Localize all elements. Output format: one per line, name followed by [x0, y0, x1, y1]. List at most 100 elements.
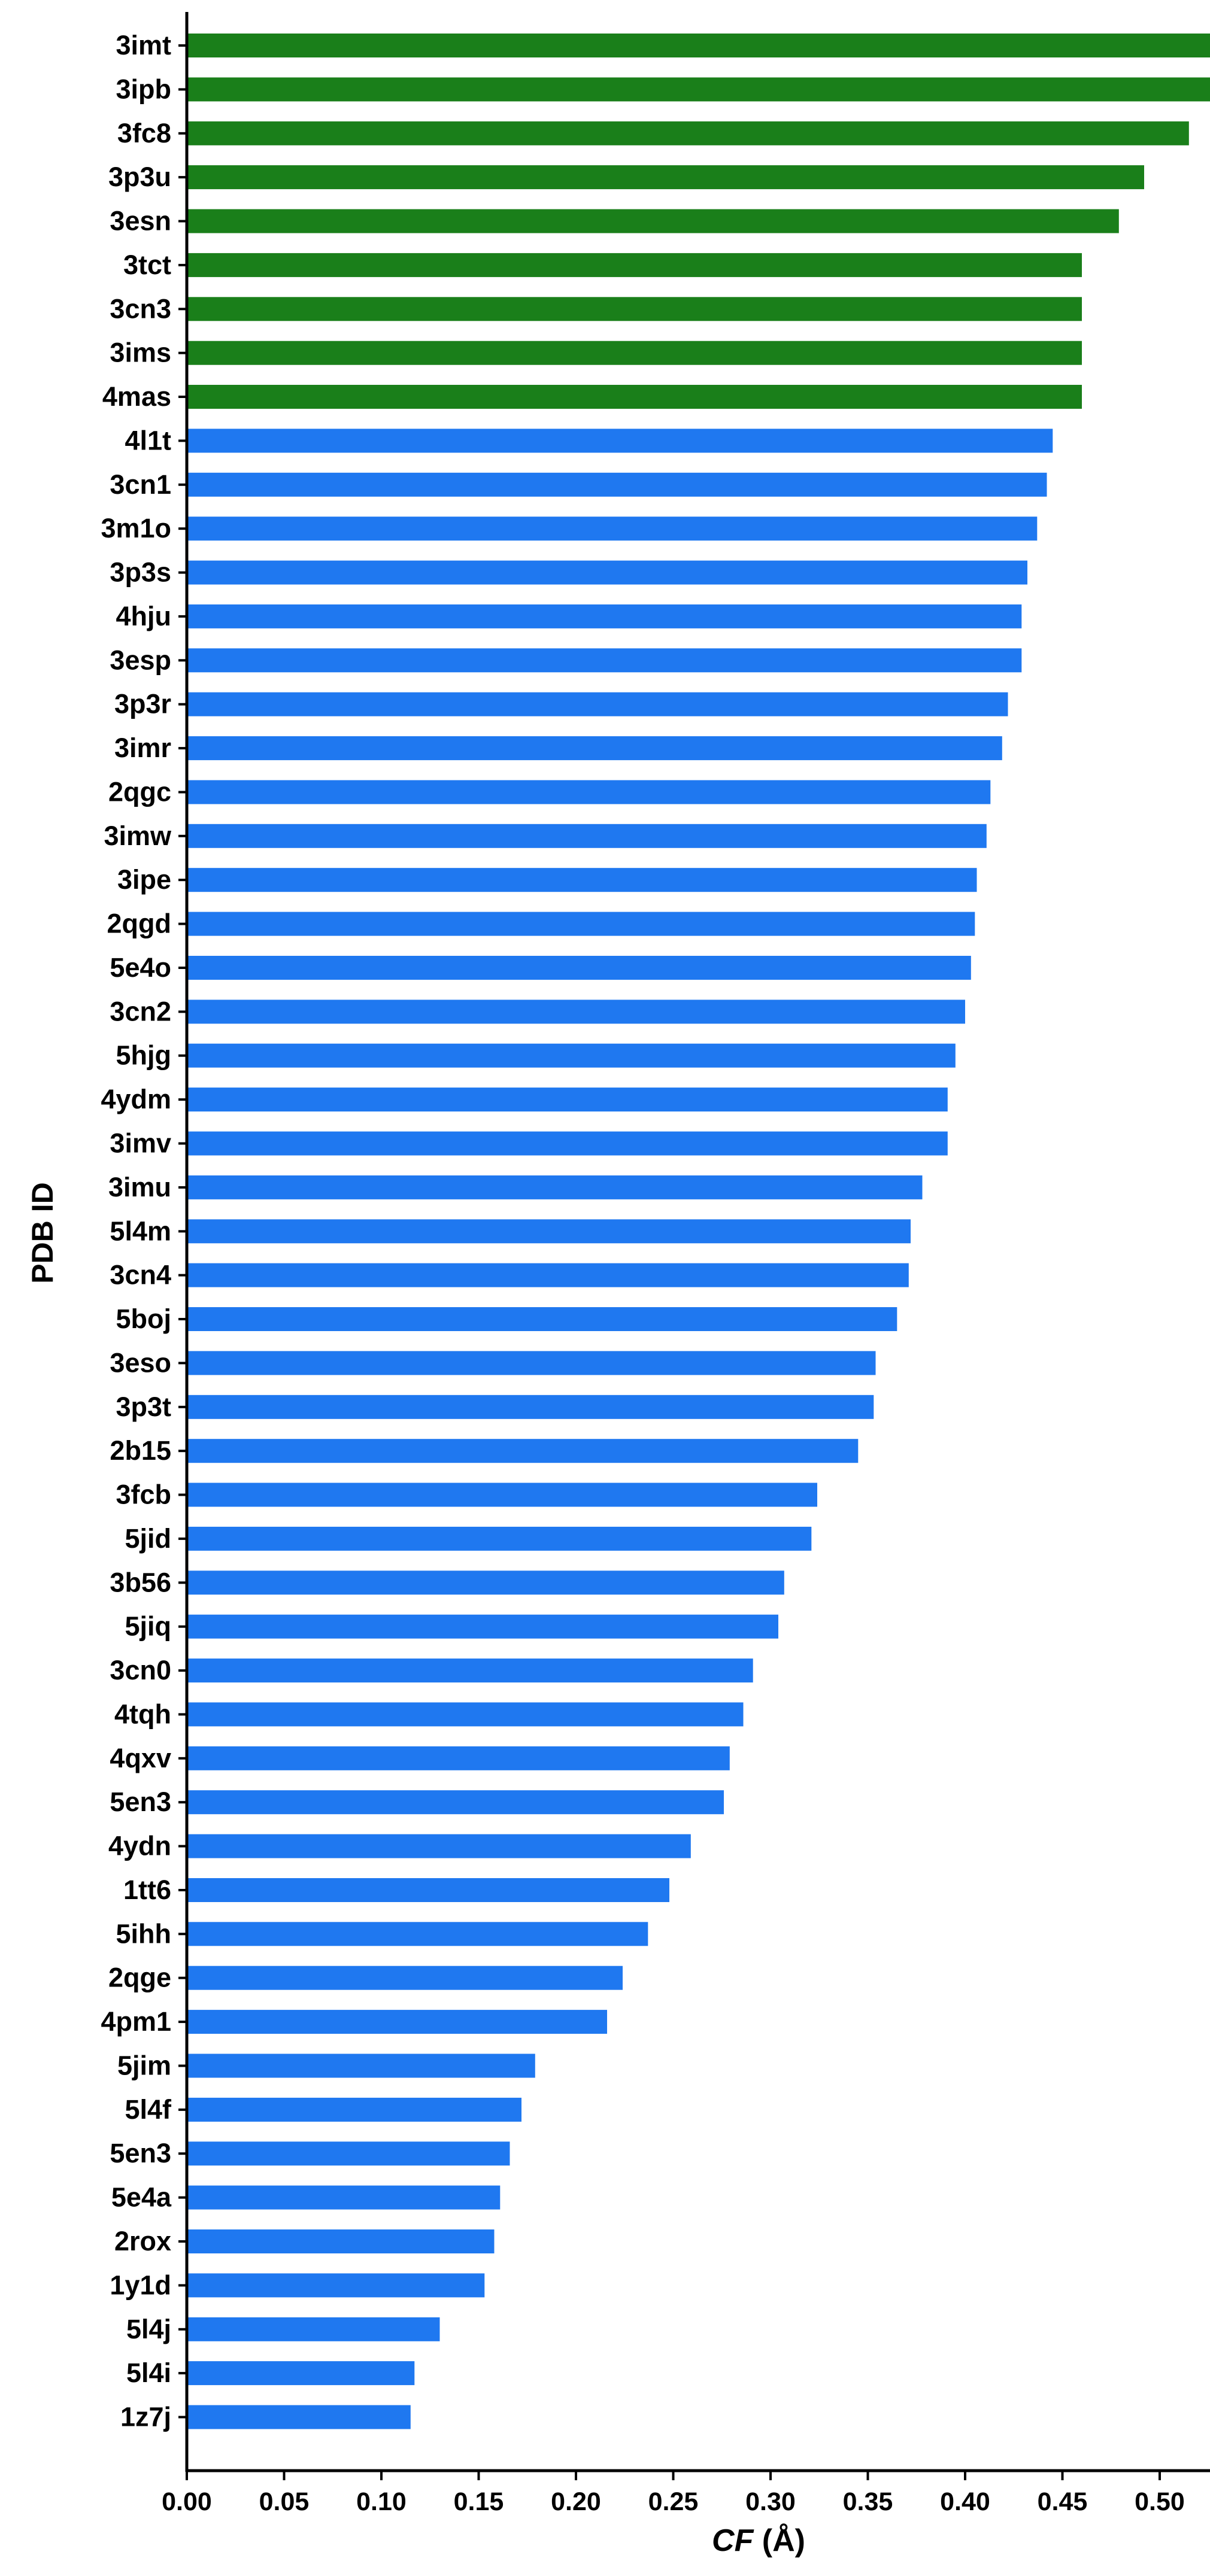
- bar-4hju: [187, 604, 1022, 628]
- x-tick-label: 0.50: [1135, 2487, 1185, 2516]
- y-tick-label: 3esp: [110, 645, 171, 675]
- y-tick-label: 3tct: [123, 250, 171, 280]
- y-tick-label: 5en3: [110, 2138, 171, 2168]
- y-tick-label: 3esn: [110, 206, 171, 236]
- bars-group: [187, 34, 1210, 2429]
- y-tick-label: 5e4o: [110, 952, 171, 983]
- y-tick-label: 5l4j: [126, 2314, 171, 2344]
- y-tick-label: 4mas: [102, 381, 171, 412]
- bar-3tct: [187, 253, 1082, 277]
- y-tick-label: 3ipe: [117, 864, 171, 895]
- y-tick-label: 5jim: [117, 2051, 171, 2081]
- x-tick-label: 0.05: [259, 2487, 310, 2516]
- bar-5en3: [187, 1790, 724, 1815]
- bar-3esn: [187, 209, 1119, 233]
- bar-5jiq: [187, 1614, 778, 1639]
- y-tick-label: 3imv: [110, 1128, 171, 1159]
- bar-4l1t: [187, 429, 1053, 453]
- y-tick-labels: 3imt 3ipb 3fc8 3p3u 3esn 3tct 3cn3 3ims 4mas 4l1t…: [101, 30, 187, 2432]
- bar-5e4a: [187, 2185, 501, 2210]
- x-tick-label: 0.00: [162, 2487, 212, 2516]
- bar-3cn4: [187, 1263, 909, 1287]
- y-tick-label: 4hju: [116, 601, 171, 631]
- bar-3cn1: [187, 472, 1047, 497]
- bar-3ipb: [187, 77, 1210, 102]
- y-tick-label: 3fcb: [116, 1480, 171, 1510]
- bar-5jid: [187, 1526, 812, 1551]
- bar-4tqh: [187, 1702, 744, 1727]
- y-tick-label: 3ipb: [116, 74, 171, 104]
- x-tick-label: 0.45: [1038, 2487, 1088, 2516]
- y-tick-label: 1z7j: [120, 2402, 171, 2432]
- bar-5e4o: [187, 956, 971, 980]
- bar-2qgd: [187, 912, 975, 936]
- y-tick-label: 4tqh: [114, 1699, 171, 1729]
- y-tick-label: 3p3s: [110, 557, 171, 588]
- bar-3cn3: [187, 297, 1082, 321]
- y-tick-label: 5boj: [116, 1304, 171, 1334]
- y-tick-label: 3imw: [104, 821, 172, 851]
- bar-5jim: [187, 2053, 535, 2078]
- x-axis-label-unit: (Å): [762, 2523, 805, 2558]
- bar-3imu: [187, 1175, 923, 1199]
- bar-3m1o: [187, 517, 1038, 541]
- y-tick-label: 3imr: [114, 733, 171, 763]
- y-tick-label: 3imt: [116, 30, 171, 60]
- y-tick-label: 3cn0: [110, 1655, 171, 1685]
- y-tick-label: 5l4i: [126, 2358, 171, 2388]
- bar-5ihh: [187, 1922, 648, 1946]
- bar-4mas: [187, 385, 1082, 409]
- bar-1tt6: [187, 1878, 669, 1902]
- bar-3cn2: [187, 1000, 965, 1024]
- bar-3p3t: [187, 1395, 874, 1419]
- x-tick-label: 0.10: [356, 2487, 407, 2516]
- bar-2qgc: [187, 780, 991, 804]
- x-axis-label: CF (Å): [712, 2523, 805, 2558]
- y-tick-label: 4pm1: [101, 2006, 171, 2037]
- y-tick-label: 4ydm: [101, 1084, 171, 1114]
- bar-3imr: [187, 736, 1002, 761]
- bar-4pm1: [187, 2010, 607, 2034]
- bar-4ydm: [187, 1087, 948, 1112]
- x-tick-label: 0.20: [551, 2487, 601, 2516]
- x-axis-label-symbol: CF: [712, 2523, 754, 2558]
- y-tick-label: 3imu: [108, 1172, 171, 1202]
- x-tick-label: 0.25: [648, 2487, 699, 2516]
- bar-2b15: [187, 1439, 859, 1463]
- y-tick-label: 5ihh: [116, 1918, 171, 1949]
- bar-3imt: [187, 34, 1210, 57]
- bar-4qxv: [187, 1746, 730, 1770]
- y-tick-label: 3cn3: [110, 293, 171, 324]
- bar-5hjg: [187, 1043, 956, 1068]
- bar-3p3u: [187, 165, 1144, 190]
- y-tick-label: 3fc8: [117, 118, 171, 148]
- y-tick-label: 2qge: [108, 1963, 171, 1993]
- bar-5l4m: [187, 1219, 911, 1244]
- bar-3p3s: [187, 560, 1027, 585]
- y-tick-label: 5jid: [125, 1523, 171, 1554]
- bar-5l4f: [187, 2097, 521, 2122]
- y-tick-label: 3cn1: [110, 469, 171, 500]
- y-tick-label: 3cn4: [110, 1260, 171, 1290]
- bar-3fcb: [187, 1483, 817, 1507]
- bar-5l4i: [187, 2361, 415, 2386]
- bar-3b56: [187, 1570, 784, 1595]
- y-tick-label: 5jiq: [125, 1611, 171, 1642]
- bar-1z7j: [187, 2405, 411, 2429]
- y-tick-label: 5hjg: [116, 1040, 171, 1071]
- y-tick-label: 3p3r: [114, 689, 171, 719]
- bar-3cn0: [187, 1658, 753, 1683]
- x-tick-label: 0.40: [940, 2487, 990, 2516]
- y-tick-label: 5e4a: [111, 2182, 172, 2213]
- bar-5boj: [187, 1307, 897, 1331]
- bar-3ims: [187, 341, 1082, 365]
- y-tick-label: 3eso: [110, 1347, 171, 1378]
- y-tick-label: 3p3u: [108, 162, 171, 192]
- y-axis-label: PDB ID: [26, 1182, 59, 1283]
- bar-5l4j: [187, 2317, 440, 2341]
- bar-3fc8: [187, 121, 1189, 145]
- bar-3p3r: [187, 692, 1008, 716]
- x-tick-label: 0.30: [745, 2487, 796, 2516]
- bar-4ydn: [187, 1834, 691, 1858]
- y-tick-label: 5l4f: [125, 2094, 172, 2125]
